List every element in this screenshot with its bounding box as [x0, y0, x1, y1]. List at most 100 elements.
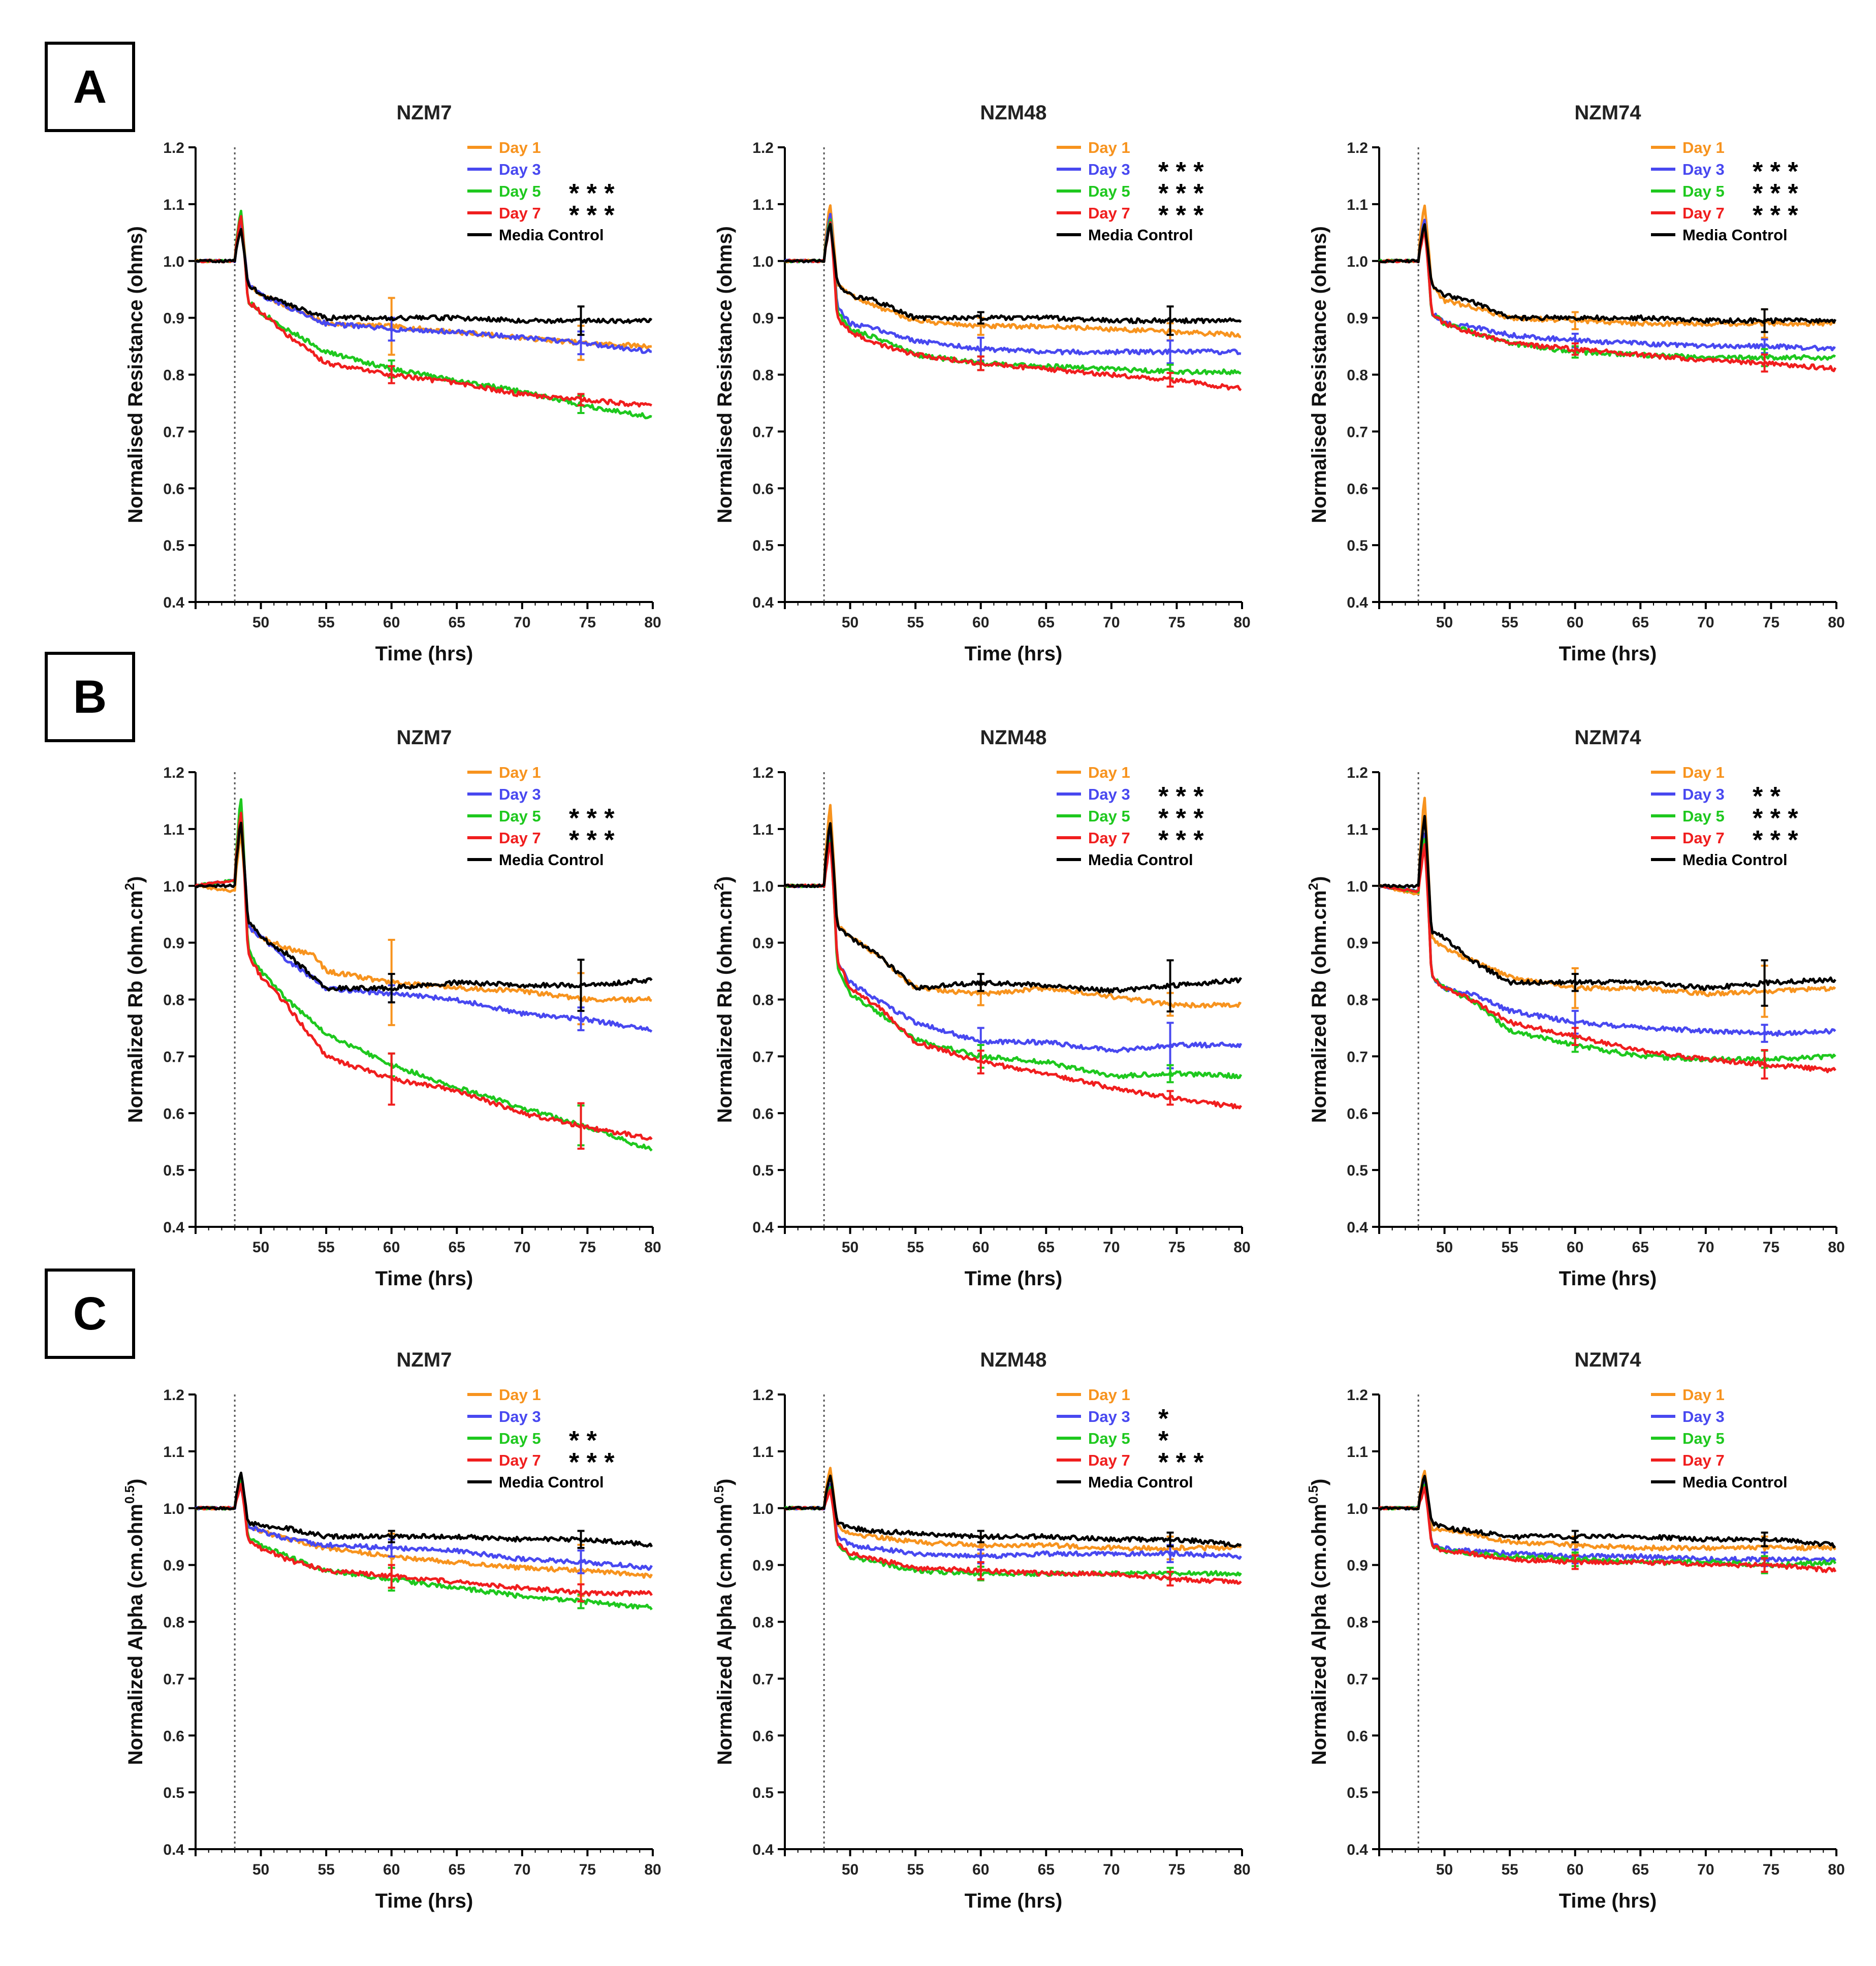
significance-stars: * * *	[1158, 179, 1204, 208]
x-tick-label: 60	[1567, 1861, 1583, 1878]
series-line-day-7	[195, 215, 652, 408]
y-tick-label: 1.1	[1347, 1444, 1368, 1461]
significance-stars: * * *	[569, 826, 615, 855]
legend-label-day-5: Day 5	[1682, 1430, 1725, 1447]
x-tick-label: 75	[579, 1239, 596, 1256]
y-tick-label: 1.1	[163, 197, 184, 213]
chart-svg: NZM74 0.4 0.5 0.6 0.7 0.8 0.9 1.0 1.1 1.2 50 55 60 65…	[1306, 1349, 1845, 1912]
error-bar-media-control	[977, 973, 984, 992]
y-tick-label: 1.0	[163, 878, 184, 895]
series-line-media-control	[195, 228, 653, 324]
y-tick-label: 0.7	[752, 1049, 774, 1065]
x-tick-label: 50	[252, 614, 269, 631]
x-tick-label: 50	[842, 1861, 858, 1878]
error-bar-day-7	[1166, 372, 1174, 388]
x-tick-label: 70	[514, 1861, 530, 1878]
error-bar-day-7	[1166, 1090, 1174, 1106]
y-tick-label: 0.4	[1347, 1219, 1368, 1236]
x-tick-label: 60	[1567, 1239, 1583, 1256]
significance-stars: * * *	[1158, 201, 1204, 230]
y-axis-label-tail: )	[1308, 876, 1330, 883]
y-axis-label: Normalized Rb (ohm.cm2)	[711, 876, 736, 1123]
significance-stars: * * *	[1753, 201, 1798, 230]
chart-title: NZM7	[397, 102, 452, 124]
error-bar-day-7	[1571, 1027, 1579, 1046]
error-bar-day-7	[1761, 1049, 1768, 1080]
legend-label-media-control: Media Control	[499, 226, 604, 244]
significance-stars: * * *	[569, 1448, 615, 1477]
y-tick-label: 0.8	[1347, 992, 1368, 1009]
legend-label-day-3: Day 3	[1088, 1408, 1130, 1425]
chart-title: NZM7	[397, 1349, 452, 1371]
error-bar-day-7	[977, 1561, 984, 1580]
significance-stars: * * *	[1753, 826, 1798, 855]
significance-stars: *	[1158, 1404, 1169, 1434]
legend-label-day-1: Day 1	[499, 1386, 541, 1404]
y-tick-label: 0.4	[163, 1219, 184, 1236]
y-tick-label: 0.6	[1347, 1728, 1368, 1745]
y-axis-label-text: Normalised Resistance (ohms)	[124, 226, 147, 523]
y-tick-label: 1.0	[752, 1501, 774, 1517]
legend-label-day-5: Day 5	[1682, 807, 1725, 825]
error-bar-day-7	[1166, 1571, 1174, 1587]
y-tick-label: 0.4	[1347, 594, 1368, 611]
y-tick-label: 0.5	[752, 1785, 774, 1801]
chart-svg: NZM48 0.4 0.5 0.6 0.7 0.8 0.9 1.0 1.1 1.2 50 55 60 65…	[711, 1349, 1251, 1912]
y-tick-label: 0.6	[163, 1105, 184, 1122]
y-axis-label-text: Normalised Resistance (ohms)	[1308, 226, 1330, 523]
series-line-media-control	[784, 1474, 1242, 1548]
error-bar-media-control	[1166, 1531, 1174, 1547]
y-tick-label: 0.7	[1347, 424, 1368, 440]
y-axis-label-tail: )	[124, 876, 147, 883]
x-tick-label: 80	[1828, 1861, 1845, 1878]
x-tick-label: 50	[1436, 614, 1453, 631]
y-tick-label: 0.5	[1347, 537, 1368, 554]
legend-label-day-3: Day 3	[499, 785, 541, 803]
y-tick-label: 0.8	[163, 992, 184, 1009]
error-bar-media-control	[1166, 959, 1174, 1012]
legend-label-day-1: Day 1	[1088, 139, 1130, 156]
x-tick-label: 80	[1233, 1239, 1250, 1256]
significance-stars: * * *	[1158, 826, 1204, 855]
y-tick-label: 0.4	[163, 594, 184, 611]
y-axis-label-tail: )	[714, 876, 736, 883]
y-tick-label: 0.7	[1347, 1671, 1368, 1688]
chart-title: NZM74	[1574, 1349, 1641, 1371]
error-bar-day-7	[388, 365, 395, 385]
x-axis-label: Time (hrs)	[1559, 643, 1657, 665]
legend-label-media-control: Media Control	[1682, 1473, 1788, 1491]
error-bar-day-3	[577, 1549, 585, 1574]
series-line-day-5	[195, 1475, 653, 1610]
x-tick-label: 70	[1697, 1861, 1714, 1878]
panel-label-b: B	[45, 652, 135, 742]
legend-label-day-5: Day 5	[499, 182, 541, 200]
series-line-day-5	[784, 1486, 1242, 1577]
x-tick-label: 70	[514, 614, 530, 631]
y-tick-label: 0.8	[1347, 367, 1368, 384]
x-tick-label: 50	[842, 1239, 858, 1256]
x-tick-label: 65	[1038, 614, 1055, 631]
y-tick-label: 0.9	[163, 935, 184, 952]
y-tick-label: 0.4	[752, 1219, 774, 1236]
y-axis-label-tail: )	[714, 1479, 736, 1485]
x-axis-label: Time (hrs)	[375, 1267, 473, 1290]
legend-label-media-control: Media Control	[1682, 851, 1788, 869]
y-tick-label: 0.5	[163, 537, 184, 554]
error-bar-media-control	[977, 311, 984, 325]
legend-label-day-7: Day 7	[1682, 1451, 1725, 1469]
y-axis-label-tail: )	[124, 1479, 147, 1485]
y-tick-label: 0.5	[1347, 1162, 1368, 1179]
y-tick-label: 1.2	[163, 140, 184, 156]
y-axis-label: Normalised Resistance (ohms)	[1308, 226, 1330, 523]
chart-a-nzm48: NZM48 0.4 0.5 0.6 0.7 0.8 0.9 1.0 1.1 1.2 50 55 60 65…	[701, 89, 1260, 678]
error-bar-day-5	[1166, 1064, 1174, 1084]
x-tick-label: 50	[1436, 1861, 1453, 1878]
error-bar-media-control	[1571, 973, 1579, 992]
error-bar-media-control	[577, 305, 585, 336]
chart-title: NZM74	[1574, 726, 1641, 749]
y-tick-label: 0.5	[1347, 1785, 1368, 1801]
series-line-day-1	[785, 1467, 1242, 1551]
x-tick-label: 75	[1168, 1861, 1185, 1878]
